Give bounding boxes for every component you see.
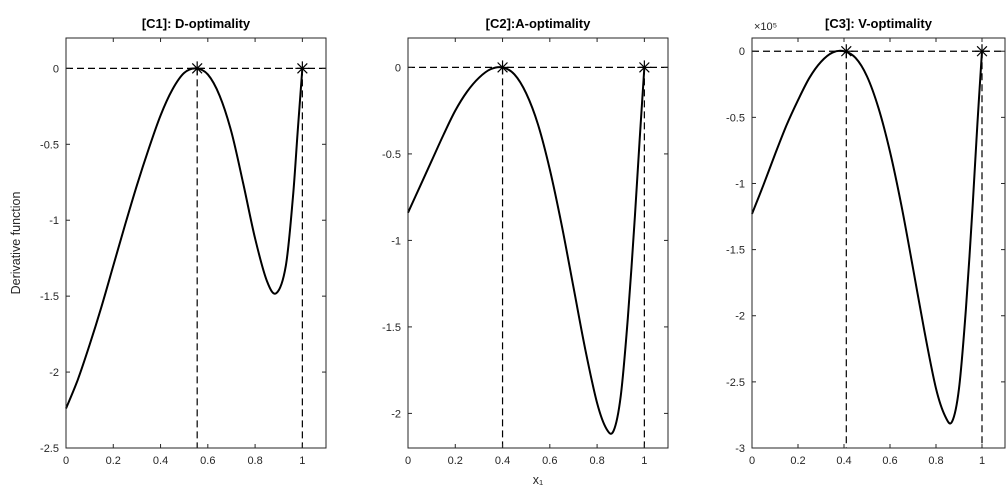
plot-area [752,38,1005,448]
y-tick-label: 0 [395,62,401,74]
axes-box [751,37,1006,449]
series-line-1 [65,67,304,409]
series-line-1 [751,49,983,425]
plot-area [408,38,668,448]
y-tick-label: -1.5 [382,322,401,334]
y-exponent-label: ×10⁵ [754,21,777,33]
x-tick-label: 0.2 [790,455,805,467]
x-tick-label: 0.8 [589,455,604,467]
x-tick-label: 0.4 [836,455,851,467]
x-tick-label: 0.6 [882,455,897,467]
x-tick-label: 1 [979,455,985,467]
x-axis-label: x₁ [533,473,543,487]
x-tick-label: 0.4 [153,455,168,467]
y-tick-label: -0.5 [40,139,59,151]
x-tick-label: 0 [63,455,69,467]
x-tick-label: 0.2 [106,455,121,467]
axes-box [65,37,327,449]
y-axis-label: Derivative function [9,192,23,295]
axes-box [407,37,669,449]
x-tick-label: 0.6 [200,455,215,467]
y-tick-label: -2.5 [40,443,59,455]
x-tick-label: 0.6 [542,455,557,467]
y-tick-label: -0.5 [382,149,401,161]
y-tick-label: -0.5 [726,112,745,124]
y-tick-label: -1.5 [726,245,745,257]
y-tick-label: -1 [49,215,59,227]
x-tick-label: 0.4 [495,455,510,467]
y-tick-label: -2 [49,367,59,379]
x-tick-label: 1 [299,455,305,467]
x-tick-label: 1 [641,455,647,467]
y-tick-label: -2 [391,408,401,420]
y-tick-label: -1.5 [40,291,59,303]
y-tick-label: 0 [53,63,59,75]
subplot-title: [C2]:A-optimality [486,16,591,31]
y-tick-label: 0 [739,46,745,58]
x-tick-label: 0 [749,455,755,467]
series-line-1 [407,66,646,435]
plot-area [66,38,326,448]
subplot-title: [C1]: D-optimality [142,16,251,31]
x-tick-label: 0.2 [448,455,463,467]
subplot-2: 0 0.2 0.4 0.6 0.8 1 -2 -1.5 -1 -0.5 0 [C2]:A-optima… [382,16,669,487]
subplot-1: 0 0.2 0.4 0.6 0.8 1 -2.5 -2 -1.5 -1 -0.5 0 [C1]: D-o… [9,16,327,467]
y-tick-label: -1 [735,178,745,190]
subplot-title: [C3]: V-optimality [825,16,933,31]
subplot-3: 0 0.2 0.4 0.6 0.8 1 -3 -2.5 -2 -1.5 -1 -0.5 0 [C3]: V… [726,16,1006,467]
y-tick-label: -1 [391,235,401,247]
x-tick-label: 0 [405,455,411,467]
y-tick-label: -3 [735,443,745,455]
x-tick-label: 0.8 [928,455,943,467]
y-tick-label: -2.5 [726,377,745,389]
x-tick-label: 0.8 [247,455,262,467]
y-tick-label: -2 [735,311,745,323]
